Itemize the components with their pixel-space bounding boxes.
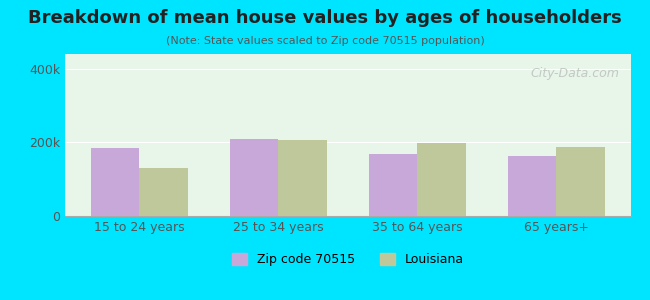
Text: (Note: State values scaled to Zip code 70515 population): (Note: State values scaled to Zip code 7…	[166, 36, 484, 46]
Text: Breakdown of mean house values by ages of householders: Breakdown of mean house values by ages o…	[28, 9, 622, 27]
Bar	[229, 139, 278, 216]
Bar	[369, 154, 417, 216]
Bar	[417, 143, 466, 216]
Bar	[556, 147, 604, 216]
Bar	[91, 148, 139, 216]
Legend: Zip code 70515, Louisiana: Zip code 70515, Louisiana	[227, 248, 469, 271]
Bar	[278, 140, 327, 216]
Text: City-Data.com: City-Data.com	[530, 67, 619, 80]
Bar	[508, 156, 556, 216]
Bar	[139, 168, 188, 216]
